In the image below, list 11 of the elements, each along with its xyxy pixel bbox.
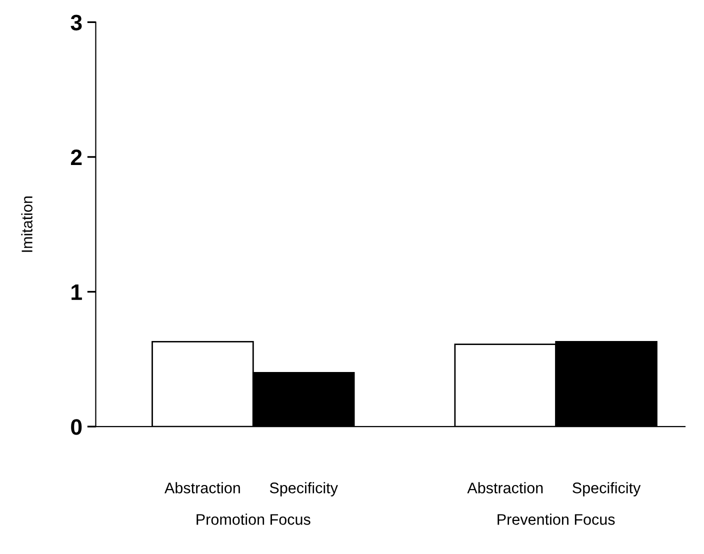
text: Prevention Focus [498, 514, 615, 525]
y-axis-title: Imitation [21, 196, 32, 252]
x-tick-label: Specificity [572, 482, 641, 496]
x-tick-label: Abstraction [467, 482, 543, 494]
text: Promotion Focus [196, 514, 310, 525]
y-tick-label: 1 [72, 284, 82, 300]
y-tick-label: 3 [70, 14, 82, 30]
x-tick-label: Specificity [270, 482, 338, 496]
y-tick-label: 2 [70, 150, 82, 166]
x-tick-label: Abstraction [164, 482, 240, 494]
y-tick-label: 0 [71, 419, 82, 435]
